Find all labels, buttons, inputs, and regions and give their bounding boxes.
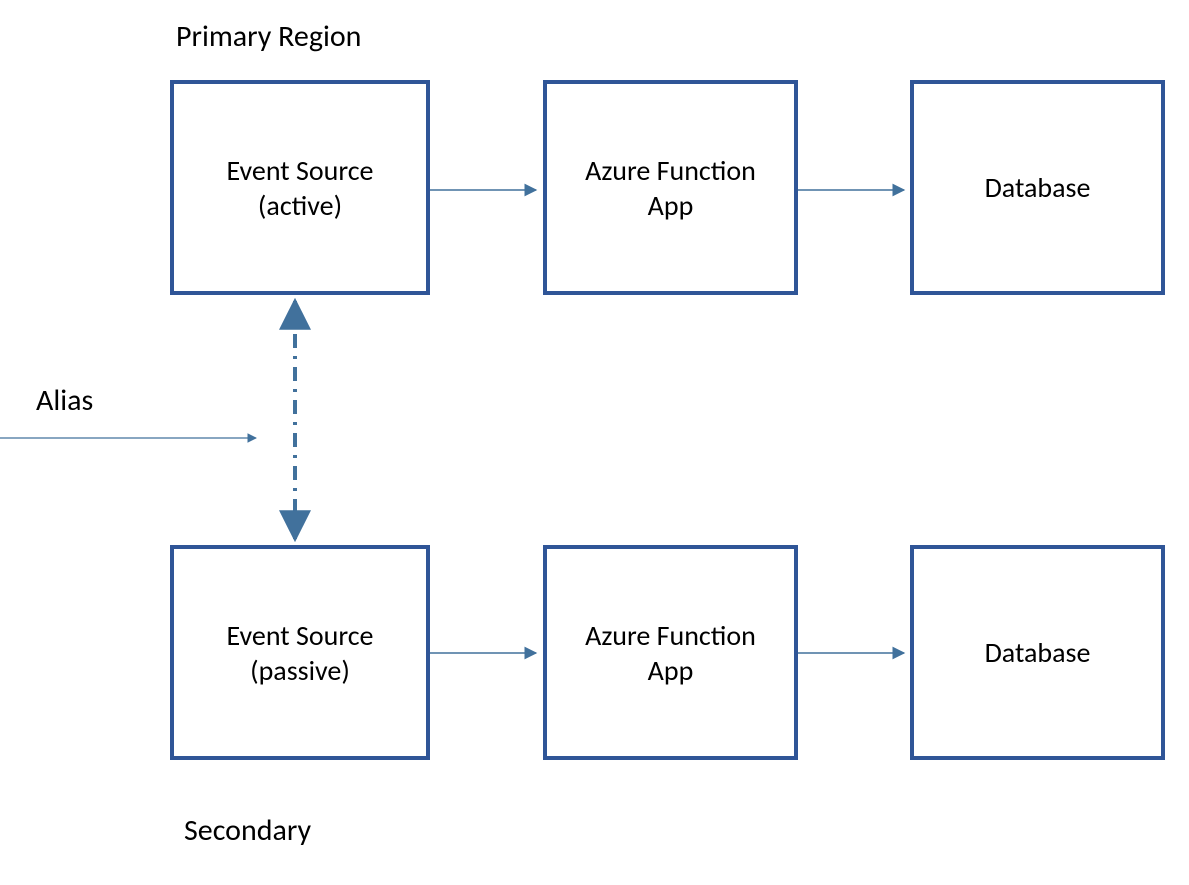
diagram-stage: Primary Region Alias Secondary Event Sou… — [0, 0, 1189, 885]
azure-function-primary-node: Azure Function App — [543, 80, 798, 295]
node-text-line2: (passive) — [250, 653, 350, 688]
node-text-line1: Azure Function — [585, 618, 756, 653]
event-source-passive-node: Event Source (passive) — [170, 545, 430, 760]
event-source-active-node: Event Source (active) — [170, 80, 430, 295]
node-text-line1: Database — [985, 635, 1091, 670]
node-text-line1: Event Source — [227, 153, 374, 188]
node-text-line2: (active) — [258, 188, 342, 223]
secondary-region-label: Secondary — [184, 812, 311, 849]
node-text-line2: App — [648, 188, 694, 223]
database-primary-node: Database — [910, 80, 1165, 295]
node-text-line1: Azure Function — [585, 153, 756, 188]
primary-region-label: Primary Region — [176, 18, 361, 55]
node-text-line1: Event Source — [227, 618, 374, 653]
alias-label: Alias — [36, 382, 93, 419]
node-text-line2: App — [648, 653, 694, 688]
database-secondary-node: Database — [910, 545, 1165, 760]
azure-function-secondary-node: Azure Function App — [543, 545, 798, 760]
node-text-line1: Database — [985, 170, 1091, 205]
